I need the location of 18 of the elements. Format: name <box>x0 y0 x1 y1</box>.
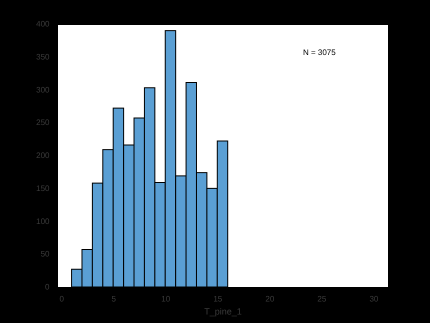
x-tick-label: 20 <box>265 294 275 304</box>
y-tick-label: 100 <box>36 216 50 226</box>
y-tick-label: 400 <box>36 20 50 28</box>
x-tick-label: 25 <box>317 294 327 304</box>
y-tick-label: 0 <box>45 282 50 292</box>
y-tick-label: 200 <box>36 151 50 160</box>
y-tick-label: 150 <box>36 184 50 193</box>
x-tick-label: 0 <box>59 294 64 304</box>
x-tick-label: 15 <box>213 294 223 304</box>
x-tick-label: 30 <box>369 294 379 304</box>
y-tick-label: 350 <box>36 52 50 62</box>
y-tick-label: 300 <box>36 85 50 94</box>
y-tick-label: 50 <box>40 250 50 259</box>
y-tick-label: 250 <box>36 118 50 128</box>
x-tick-label: 5 <box>111 294 116 304</box>
x-axis-title: T_pine_1 <box>204 306 242 316</box>
x-tick-label: 10 <box>161 294 171 304</box>
annotation: N = 3075 <box>303 48 336 57</box>
